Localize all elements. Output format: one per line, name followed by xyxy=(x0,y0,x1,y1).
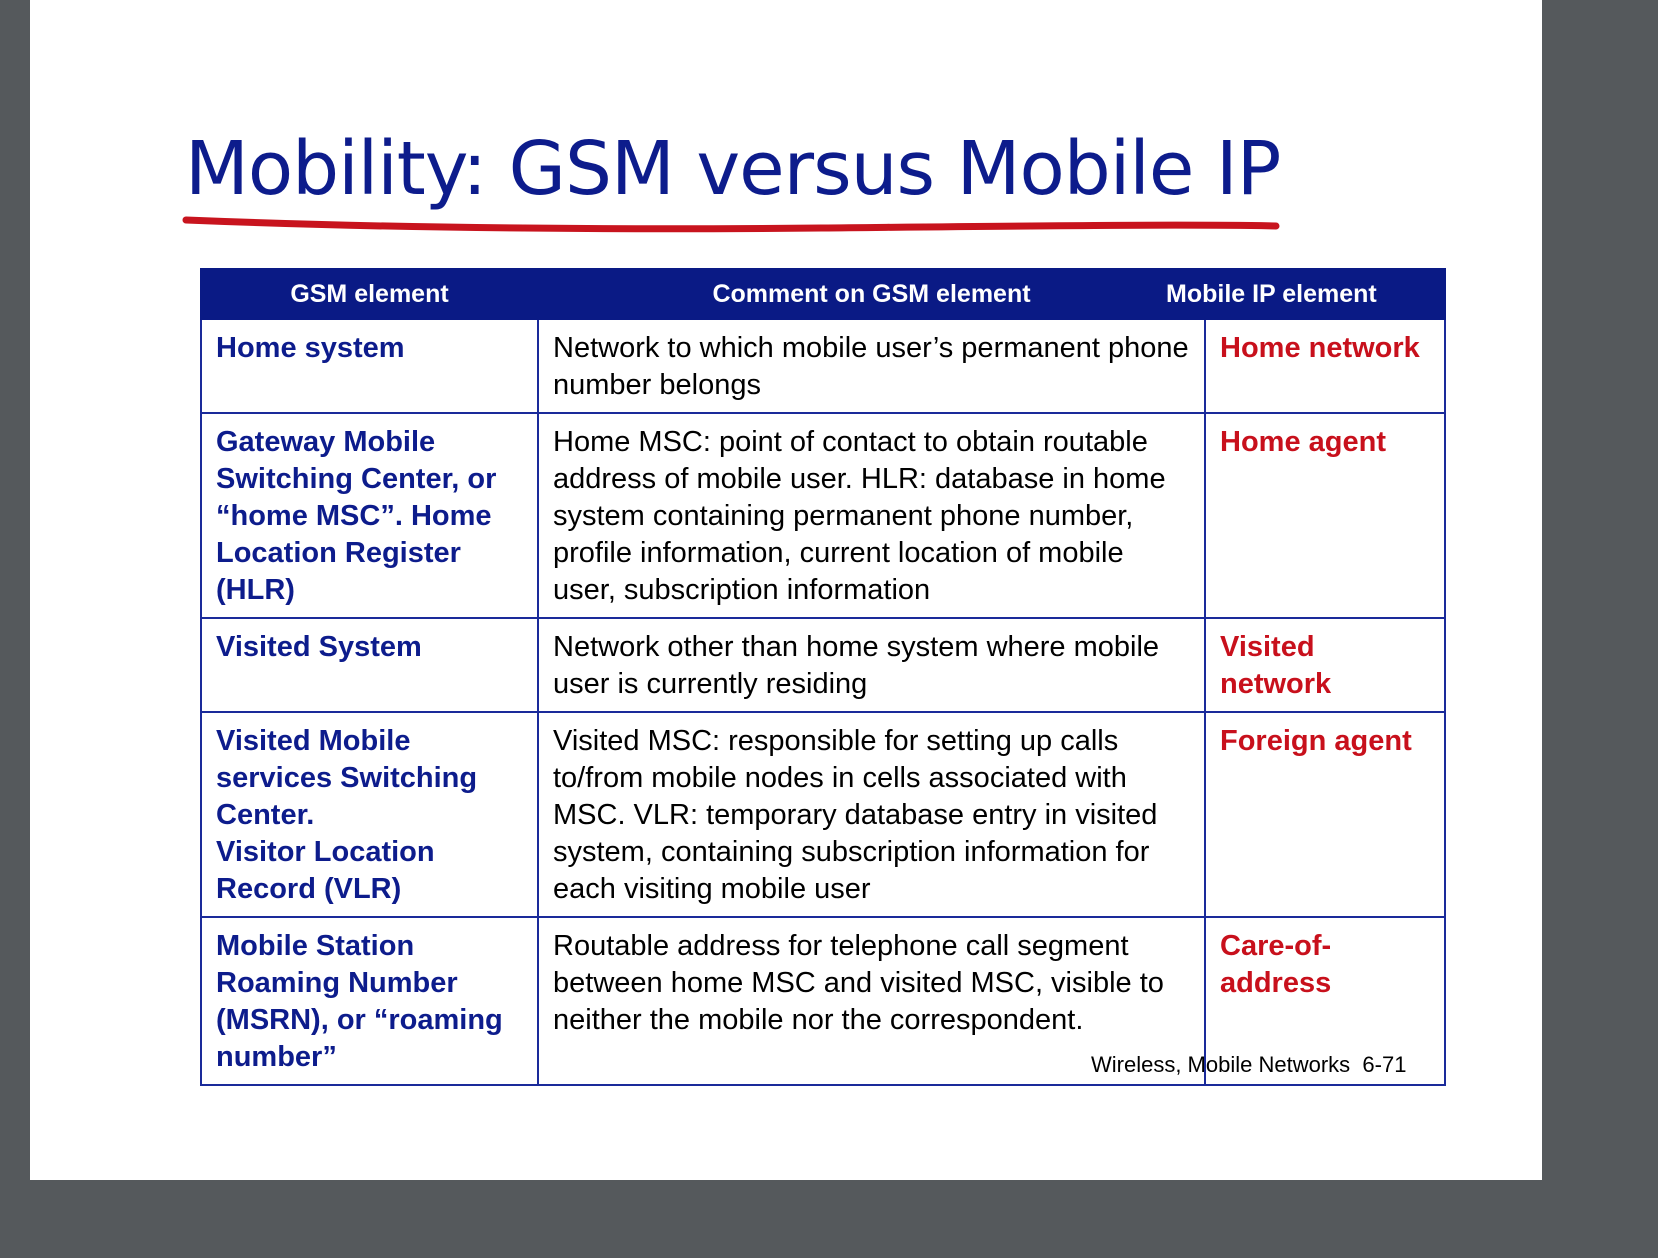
comment-cell: Routable address for telephone call segm… xyxy=(537,916,1206,1086)
gsm-element-cell: Visited System xyxy=(200,617,539,713)
comment-cell: Network to which mobile user’s permanent… xyxy=(537,318,1206,414)
mobile-ip-element-cell: Home network xyxy=(1204,318,1446,414)
header-mobile-ip-element: Mobile IP element xyxy=(1166,268,1446,320)
gsm-element-cell: Mobile Station Roaming Number (MSRN), or… xyxy=(200,916,539,1086)
mobile-ip-element-cell: Foreign agent xyxy=(1204,711,1446,918)
gsm-element-cell: Visited Mobile services Switching Center… xyxy=(200,711,539,918)
comment-cell: Visited MSC: responsible for setting up … xyxy=(537,711,1206,918)
comment-cell: Home MSC: point of contact to obtain rou… xyxy=(537,412,1206,619)
slide-footer: Wireless, Mobile Networks 6-71 xyxy=(1091,1052,1407,1077)
comment-cell: Network other than home system where mob… xyxy=(537,617,1206,713)
table-row: Visited System Network other than home s… xyxy=(200,617,1446,713)
table-row: Visited Mobile services Switching Center… xyxy=(200,711,1446,918)
table-row: Mobile Station Roaming Number (MSRN), or… xyxy=(200,916,1446,1086)
table-row: Home system Network to which mobile user… xyxy=(200,318,1446,414)
mobile-ip-element-cell: Visited network xyxy=(1204,617,1446,713)
gsm-element-cell: Home system xyxy=(200,318,539,414)
header-gsm-element: GSM element xyxy=(200,268,539,320)
mobile-ip-element-cell: Care-of-address xyxy=(1204,916,1446,1086)
gsm-element-cell: Gateway Mobile Switching Center, or “hom… xyxy=(200,412,539,619)
mobile-ip-element-cell: Home agent xyxy=(1204,412,1446,619)
table-row: Gateway Mobile Switching Center, or “hom… xyxy=(200,412,1446,619)
title-underline xyxy=(182,216,1280,233)
table-header-row: GSM element Comment on GSM element Mobil… xyxy=(200,268,1446,320)
header-comment: Comment on GSM element xyxy=(537,268,1206,320)
slide: Mobility: GSM versus Mobile IP GSM eleme… xyxy=(30,0,1542,1180)
slide-title: Mobility: GSM versus Mobile IP xyxy=(185,126,1281,212)
header-mobile-ip-label: Mobile IP element xyxy=(1166,279,1377,308)
comparison-table: GSM element Comment on GSM element Mobil… xyxy=(200,268,1446,1086)
